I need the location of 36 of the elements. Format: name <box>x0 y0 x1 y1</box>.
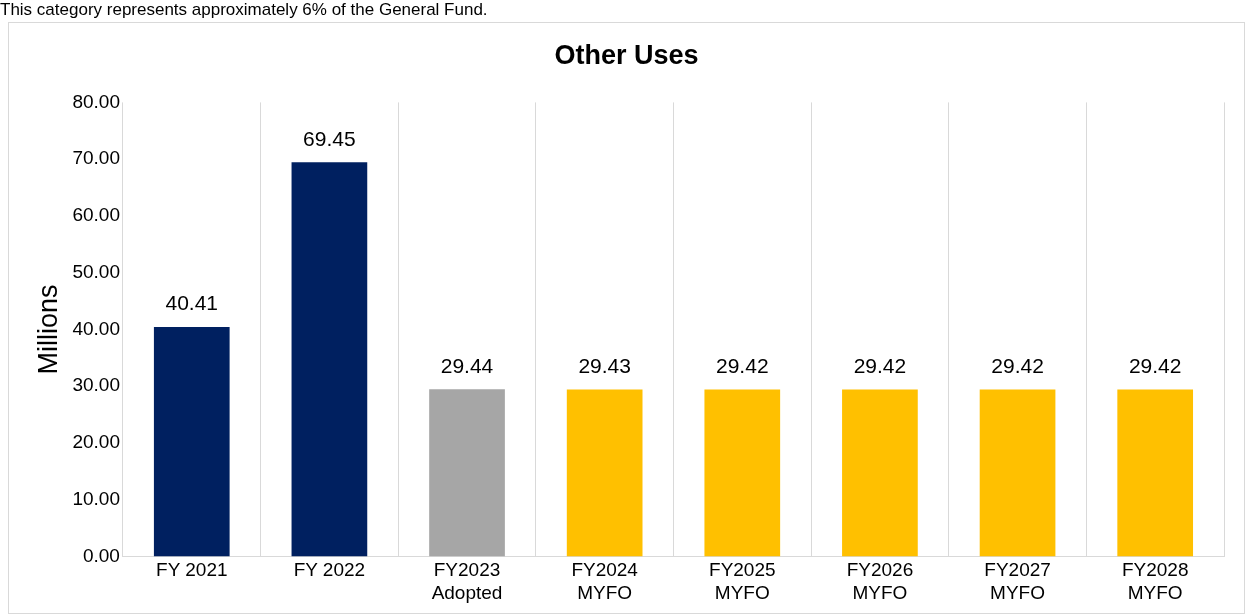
y-tick-label: 10.00 <box>72 487 120 509</box>
bar <box>704 389 781 557</box>
data-label: 69.45 <box>303 126 356 150</box>
x-tick-label: FY 2021 <box>156 559 228 581</box>
x-tick-label: FY2023 Adopted <box>431 559 503 603</box>
y-tick-label: 20.00 <box>72 431 120 453</box>
bar <box>1117 389 1194 557</box>
y-tick-label: 50.00 <box>72 260 120 282</box>
bar <box>842 389 918 557</box>
y-tick-label: 30.00 <box>72 374 120 396</box>
bar <box>291 162 368 557</box>
data-label: 29.43 <box>578 353 631 377</box>
bar <box>566 389 643 557</box>
x-tick-label: FY2028 MYFO <box>1121 559 1189 603</box>
y-axis-title: Millions <box>32 284 63 375</box>
x-tick-label: FY2026 MYFO <box>846 559 914 603</box>
y-tick-label: 80.00 <box>72 90 120 112</box>
bar <box>153 327 230 557</box>
chart-title: Other Uses <box>554 39 699 70</box>
x-tick-label: FY2025 MYFO <box>709 559 776 603</box>
data-label: 29.42 <box>716 353 769 377</box>
data-label: 29.44 <box>440 353 494 377</box>
text: This category represents approximately 6% of the General Fund. <box>0 0 488 20</box>
bar <box>979 389 1056 557</box>
data-label: 40.41 <box>165 291 219 315</box>
y-tick-label: 70.00 <box>72 147 120 169</box>
x-tick-label: FY2024 MYFO <box>571 559 639 603</box>
x-tick-label: FY 2022 <box>293 559 366 581</box>
data-label: 29.42 <box>1128 353 1182 377</box>
y-tick-label: 60.00 <box>72 204 120 226</box>
data-label: 29.42 <box>991 353 1044 377</box>
bar <box>429 389 505 557</box>
y-tick-label: 40.00 <box>72 317 120 339</box>
data-label: 29.42 <box>853 353 907 377</box>
x-tick-label: FY2027 MYFO <box>984 559 1051 603</box>
y-tick-label: 0.00 <box>82 544 120 566</box>
